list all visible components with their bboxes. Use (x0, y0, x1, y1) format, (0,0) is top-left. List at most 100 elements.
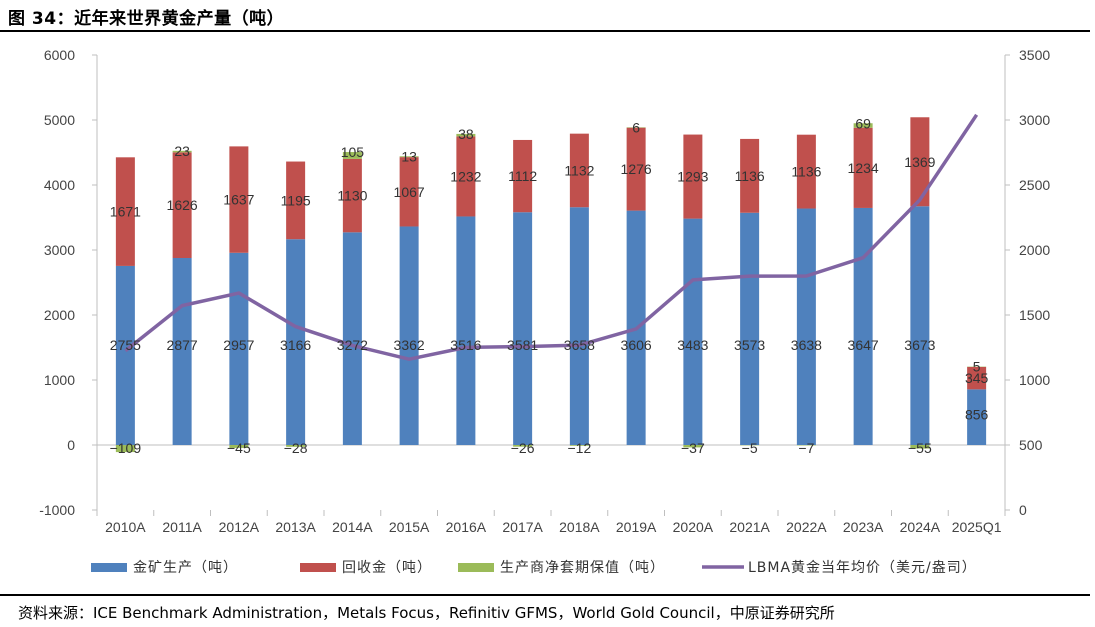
mine-value-label: 856 (965, 406, 989, 422)
bar-recycle (229, 146, 249, 253)
x-tick-label: 2017A (502, 519, 543, 535)
legend-item-price-label: LBMA黄金当年均价（美元/盎司） (748, 559, 977, 576)
mine-value-label: 3483 (677, 337, 708, 353)
recycle-value-label: 1369 (904, 154, 935, 170)
left-tick-label: 2000 (44, 307, 75, 323)
hedge-value-label: −109 (110, 440, 142, 456)
bar-series (115, 117, 987, 453)
right-tick-label: 3500 (1019, 47, 1050, 63)
left-tick-label: 1000 (44, 372, 75, 388)
mine-value-label: 3647 (848, 337, 879, 353)
bar-mine (286, 239, 306, 445)
bar-mine (910, 206, 930, 445)
left-tick-label: 0 (67, 437, 75, 453)
legend-item-hedge-label: 生产商净套期保值（吨） (500, 560, 665, 576)
bar-hedge (853, 123, 873, 128)
legend-item-recycle-swatch (300, 563, 336, 572)
hedge-value-label: 105 (341, 144, 365, 160)
hedge-value-label: −26 (511, 440, 535, 456)
hedge-value-label: −5 (742, 440, 758, 456)
bar-mine (967, 389, 987, 445)
left-tick-label: 3000 (44, 242, 75, 258)
hedge-value-label: −12 (568, 440, 592, 456)
x-tick-label: 2020A (673, 519, 714, 535)
bar-recycle (513, 139, 533, 213)
right-tick-label: 500 (1019, 437, 1043, 453)
bar-recycle (342, 158, 362, 233)
recycle-value-label: 1136 (735, 168, 765, 184)
right-tick-label: 0 (1019, 502, 1027, 518)
recycle-value-label: 1112 (508, 168, 537, 184)
source-note: 资料来源：ICE Benchmark Administration，Metals… (18, 604, 835, 622)
recycle-value-label: 1234 (848, 160, 879, 176)
left-tick-label: 5000 (44, 112, 75, 128)
right-tick-label: 3000 (1019, 112, 1050, 128)
price-line-series (124, 113, 979, 361)
bar-recycle (399, 157, 419, 227)
x-tick-label: 2023A (843, 519, 884, 535)
recycle-value-label: 1067 (394, 184, 425, 200)
x-tick-label: 2014A (332, 519, 373, 535)
bar-hedge (286, 445, 306, 447)
bar-mine (513, 212, 533, 445)
bar-recycle (683, 134, 703, 219)
recycle-value-label: 1132 (564, 162, 594, 178)
hedge-value-label: −45 (227, 440, 251, 456)
bar-recycle (456, 136, 476, 217)
hedge-value-label: −55 (908, 440, 932, 456)
bar-hedge (569, 445, 589, 446)
bar-mine (569, 207, 589, 445)
x-tick-label: 2012A (219, 519, 260, 535)
hedge-value-label: 5 (973, 359, 981, 375)
hedge-value-label: 69 (855, 115, 871, 131)
bar-recycle (626, 127, 646, 211)
bar-mine (229, 252, 249, 445)
mine-value-label: 3272 (337, 337, 368, 353)
bar-recycle (172, 152, 192, 258)
mine-value-label: 3658 (564, 337, 595, 353)
recycle-value-label: 1232 (450, 168, 481, 184)
bar-hedge (229, 445, 249, 448)
x-tick-label: 2015A (389, 519, 430, 535)
mine-value-label: 3516 (450, 337, 481, 353)
bar-hedge (513, 445, 533, 447)
axes: -1000 0 1000 2000 3000 4000 5000 6000 0 500 1000 15… (39, 47, 1050, 535)
x-tick-label: 2016A (446, 519, 487, 535)
mine-value-label: 2755 (110, 337, 141, 353)
right-tick-label: 2500 (1019, 177, 1050, 193)
x-tick-label: 2019A (616, 519, 657, 535)
bar-mine (853, 207, 873, 445)
left-tick-label: 6000 (44, 47, 75, 63)
right-tick-label: 1000 (1019, 372, 1050, 388)
x-tick-label: 2021A (729, 519, 770, 535)
recycle-value-label: 345 (965, 370, 989, 386)
bar-hedge (115, 445, 135, 453)
x-tick-label: 2024A (900, 519, 941, 535)
right-tick-label: 1500 (1019, 307, 1050, 323)
right-tick-label: 2000 (1019, 242, 1050, 258)
legend-item-hedge-swatch (458, 563, 494, 572)
recycle-value-label: 1671 (110, 204, 141, 220)
x-tick-label: 2010A (105, 519, 146, 535)
top-rule (0, 30, 1090, 32)
recycle-value-label: 1130 (337, 188, 367, 204)
recycle-value-label: 1626 (167, 197, 198, 213)
bar-mine (740, 212, 760, 445)
chart-title: 图 34：近年来世界黄金产量（吨） (8, 9, 285, 29)
price-line (124, 113, 979, 361)
x-tick-label: 2018A (559, 519, 600, 535)
mine-value-label: 3573 (734, 337, 765, 353)
x-tick-label: 2013A (275, 519, 316, 535)
mine-value-label: 2877 (167, 337, 198, 353)
bar-mine (115, 265, 135, 445)
hedge-value-label: 23 (174, 143, 190, 159)
recycle-value-label: 1136 (791, 164, 821, 180)
bar-mine (796, 208, 816, 445)
mine-value-label: 2957 (223, 337, 254, 353)
hedge-value-label: 38 (458, 126, 474, 142)
bar-recycle (796, 134, 816, 209)
mine-value-label: 3606 (621, 337, 652, 353)
bar-recycle (967, 366, 987, 390)
bar-recycle (910, 117, 930, 207)
